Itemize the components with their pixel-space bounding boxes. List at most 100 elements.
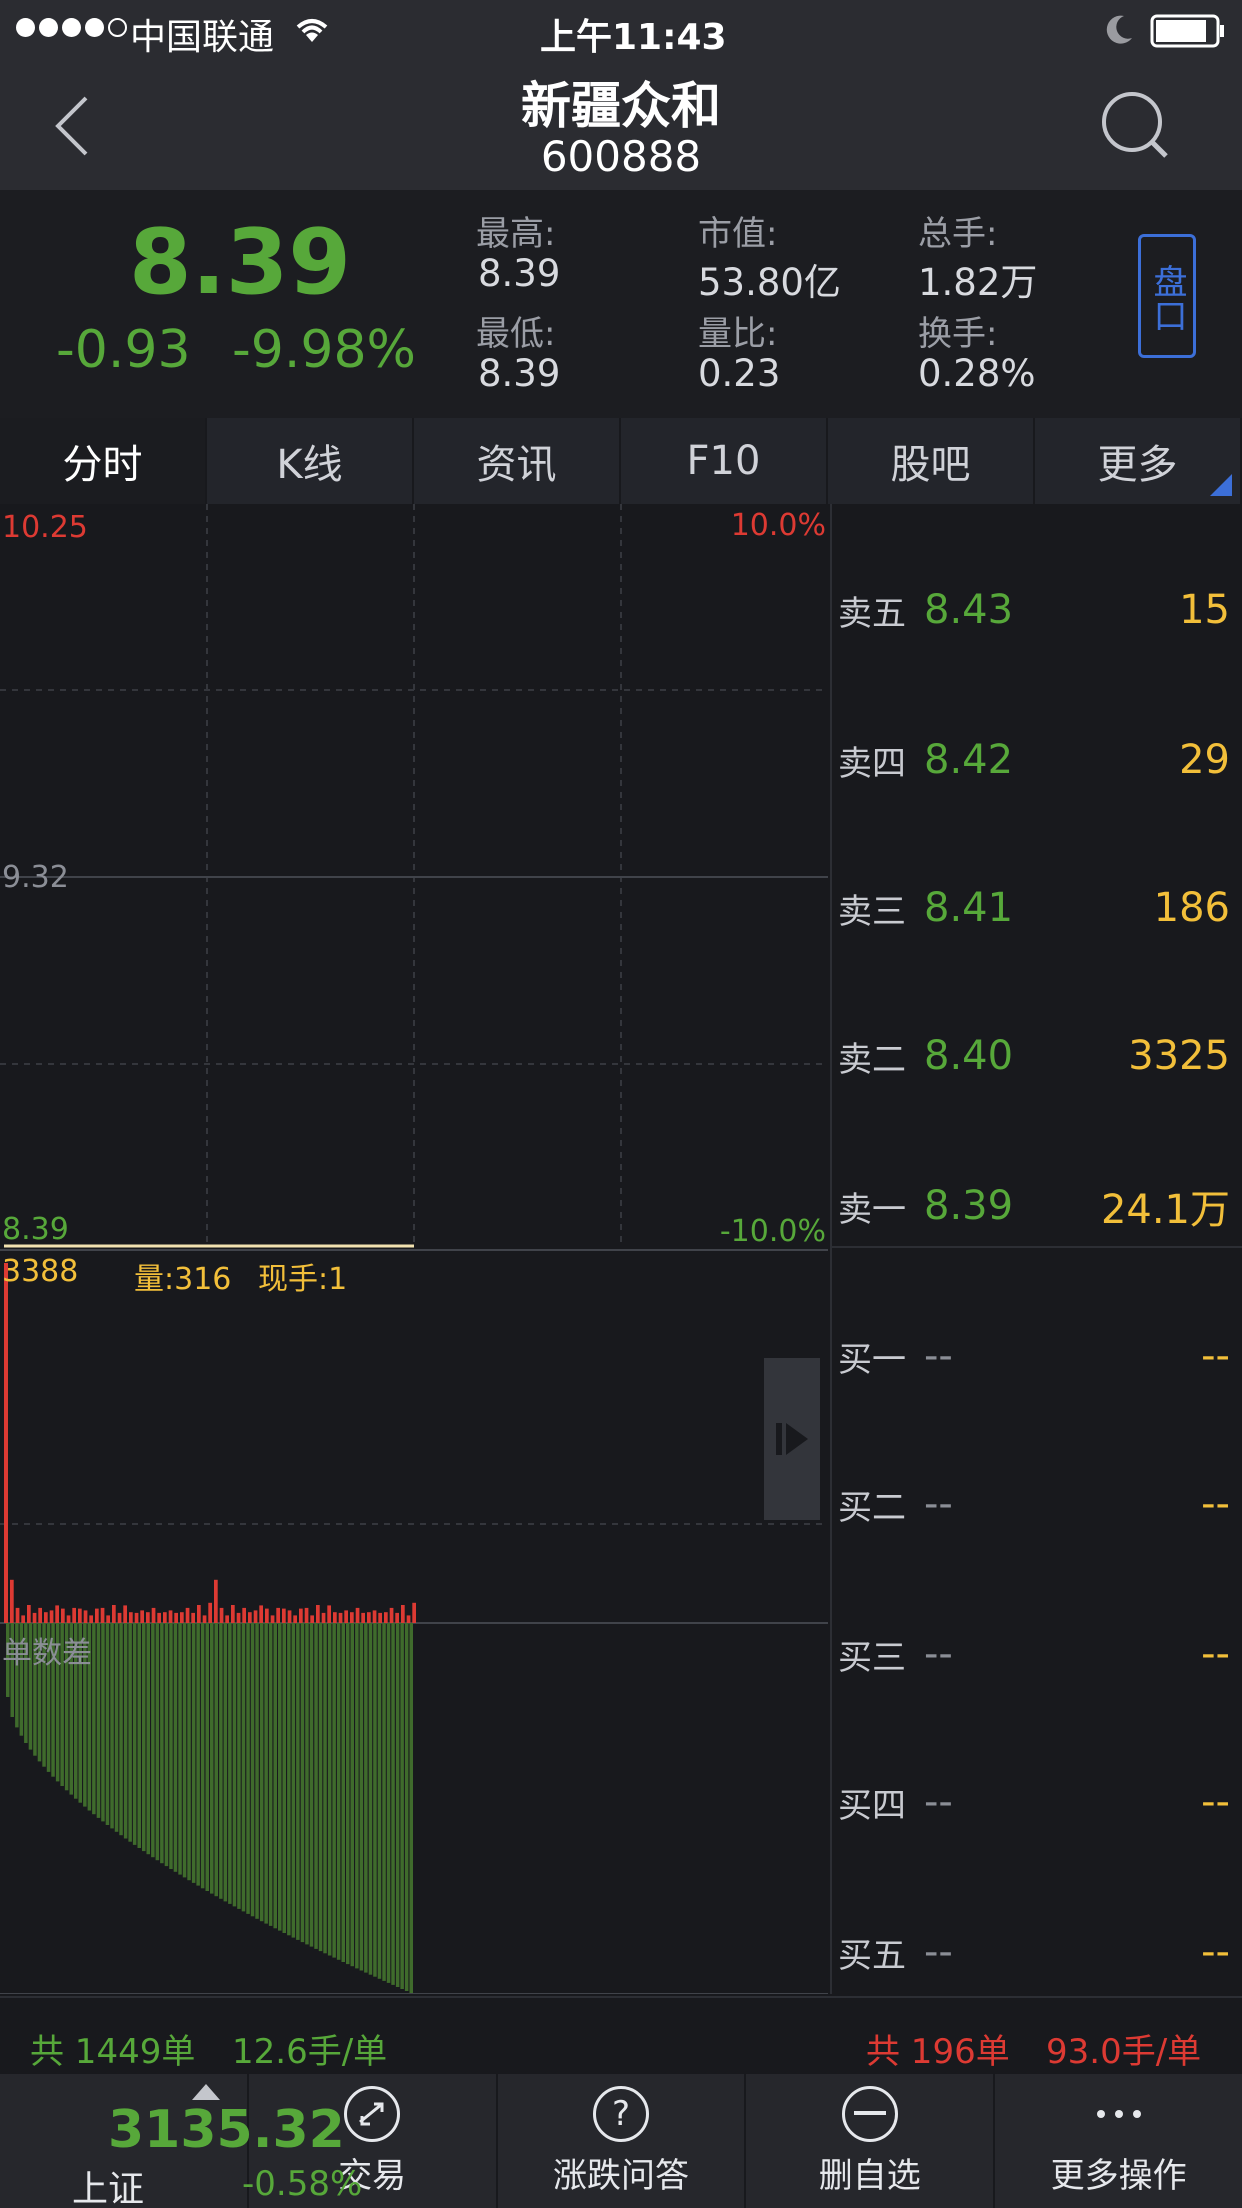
sell-5-row[interactable]: 卖五 8.43 15 bbox=[832, 580, 1242, 640]
intraday-chart[interactable]: 10.25 10.0% 9.32 8.39 -10.0% 3388 量:316 … bbox=[0, 504, 828, 1994]
sell-2-row[interactable]: 卖二 8.40 3325 bbox=[832, 1026, 1242, 1086]
volume-label: 量:316 bbox=[134, 1262, 232, 1297]
stat-value-high: 8.39 bbox=[478, 252, 561, 295]
wifi-icon bbox=[292, 14, 332, 48]
index-ticker[interactable]: 3135.32 上证 -0.58% bbox=[0, 2074, 362, 2208]
nav-bar: 新疆众和 600888 bbox=[0, 60, 1242, 190]
volume-bar bbox=[168, 1610, 173, 1623]
volume-bar bbox=[293, 1615, 297, 1623]
more-actions-button[interactable]: 更多操作 bbox=[993, 2074, 1242, 2208]
more-actions-label: 更多操作 bbox=[1050, 2155, 1187, 2196]
buy-5-volume: -- bbox=[1201, 1929, 1230, 1975]
tab-more[interactable]: 更多 bbox=[1035, 418, 1242, 504]
volume-bar bbox=[83, 1610, 88, 1623]
volume-bar bbox=[214, 1579, 218, 1623]
buy-1-row[interactable]: 买一 -- -- bbox=[832, 1326, 1242, 1386]
volume-bar bbox=[78, 1608, 82, 1623]
order-diff-bar bbox=[123, 1623, 128, 1839]
volume-bar bbox=[372, 1610, 377, 1623]
tab-more-label: 更多 bbox=[1097, 442, 1178, 488]
carrier: 中国联通 bbox=[130, 17, 275, 58]
order-diff-bar bbox=[259, 1623, 264, 1922]
tab-forum[interactable]: 股吧 bbox=[828, 418, 1035, 504]
volume-bar bbox=[304, 1607, 309, 1623]
stat-label: 最低: bbox=[476, 314, 556, 354]
volume-bar bbox=[27, 1605, 31, 1623]
tab-f10[interactable]: F10 bbox=[621, 418, 828, 504]
volume-bar bbox=[401, 1605, 405, 1623]
expand-panel-icon[interactable] bbox=[764, 1358, 820, 1520]
sell-2-volume: 3325 bbox=[1128, 1033, 1230, 1079]
volume-bar bbox=[61, 1608, 65, 1623]
order-diff-bar bbox=[278, 1623, 282, 1931]
sell-1-price: 8.39 bbox=[924, 1183, 1014, 1229]
volume-bar bbox=[129, 1612, 133, 1623]
sell-4-label: 卖四 bbox=[838, 743, 906, 784]
order-diff-bar bbox=[400, 1623, 404, 1989]
order-diff-bar bbox=[228, 1623, 232, 1904]
buy-3-row[interactable]: 买三 -- -- bbox=[832, 1624, 1242, 1684]
buy-3-label: 买三 bbox=[838, 1637, 906, 1678]
order-diff-bar bbox=[37, 1623, 42, 1762]
search-icon[interactable] bbox=[1100, 90, 1172, 166]
sell-1-row[interactable]: 卖一 8.39 24.1万 bbox=[832, 1176, 1242, 1236]
qa-button[interactable]: ? 涨跌问答 bbox=[495, 2074, 745, 2208]
order-diff-bar bbox=[255, 1623, 259, 1919]
volume-bar bbox=[151, 1607, 156, 1623]
order-diff-bar bbox=[359, 1623, 364, 1971]
sell-4-row[interactable]: 卖四 8.42 29 bbox=[832, 730, 1242, 790]
tab-kline[interactable]: K线 bbox=[207, 418, 414, 504]
volume-bar bbox=[276, 1607, 280, 1623]
order-diff-bar bbox=[377, 1623, 382, 1979]
volume-bar bbox=[395, 1612, 399, 1623]
volume-bar bbox=[412, 1602, 416, 1623]
volume-bar bbox=[106, 1615, 110, 1623]
volume-bar bbox=[157, 1612, 161, 1623]
pct-axis-high: 10.0% bbox=[730, 508, 826, 543]
volume-bar bbox=[406, 1615, 411, 1623]
stock-code: 600888 bbox=[540, 132, 702, 181]
pct-axis-low: -10.0% bbox=[719, 1214, 826, 1249]
volume-bar bbox=[134, 1612, 139, 1623]
order-diff-bar bbox=[182, 1623, 187, 1878]
volume-bar bbox=[38, 1607, 42, 1623]
buy-5-row[interactable]: 买五 -- -- bbox=[832, 1922, 1242, 1982]
buy-4-row[interactable]: 买四 -- -- bbox=[832, 1772, 1242, 1832]
buy-4-label: 买四 bbox=[838, 1785, 906, 1826]
buy-4-price: -- bbox=[924, 1779, 953, 1825]
stat-value-turnover: 0.28% bbox=[918, 352, 1036, 395]
volume-bar bbox=[384, 1612, 388, 1623]
price-axis-low: 8.39 bbox=[2, 1212, 69, 1247]
panel-toggle-button[interactable]: 盘口 bbox=[1138, 234, 1196, 358]
trade-button[interactable]: 交易 bbox=[246, 2074, 496, 2208]
order-diff-bar bbox=[173, 1623, 178, 1872]
order-diff-bar bbox=[219, 1623, 223, 1899]
back-icon[interactable] bbox=[52, 96, 92, 160]
remove-watchlist-button[interactable]: 删自选 bbox=[744, 2074, 993, 2208]
remove-watchlist-label: 删自选 bbox=[818, 2155, 921, 2196]
sell-1-label: 卖一 bbox=[838, 1189, 906, 1230]
order-diff-bar bbox=[327, 1623, 332, 1956]
volume-bar bbox=[180, 1612, 184, 1623]
order-diff-bar bbox=[15, 1623, 19, 1728]
order-diff-label: 单数差 bbox=[2, 1636, 92, 1671]
stat-value-volume-ratio: 0.23 bbox=[698, 352, 781, 395]
order-diff-bar bbox=[55, 1623, 60, 1782]
order-diff-bar bbox=[137, 1623, 141, 1848]
sell-5-label: 卖五 bbox=[838, 593, 906, 634]
volume-bar bbox=[55, 1605, 59, 1623]
order-diff-bar bbox=[69, 1623, 73, 1795]
volume-bar bbox=[310, 1615, 314, 1623]
buy-2-row[interactable]: 买二 -- -- bbox=[832, 1474, 1242, 1534]
volume-bar bbox=[4, 1263, 8, 1623]
sell-3-row[interactable]: 卖三 8.41 186 bbox=[832, 878, 1242, 938]
volume-bar bbox=[265, 1608, 269, 1623]
bottom-toolbar: 3135.32 上证 -0.58% 交易 ? 涨跌问答 删自选 更多操作 bbox=[0, 2074, 1242, 2208]
volume-bar bbox=[389, 1607, 394, 1623]
order-diff-bar bbox=[151, 1623, 155, 1858]
tab-intraday[interactable]: 分时 bbox=[0, 418, 207, 504]
index-value: 3135.32 bbox=[108, 2100, 345, 2160]
index-change: -0.58% bbox=[242, 2164, 363, 2204]
buy-2-volume: -- bbox=[1201, 1481, 1230, 1527]
tab-news[interactable]: 资讯 bbox=[414, 418, 621, 504]
